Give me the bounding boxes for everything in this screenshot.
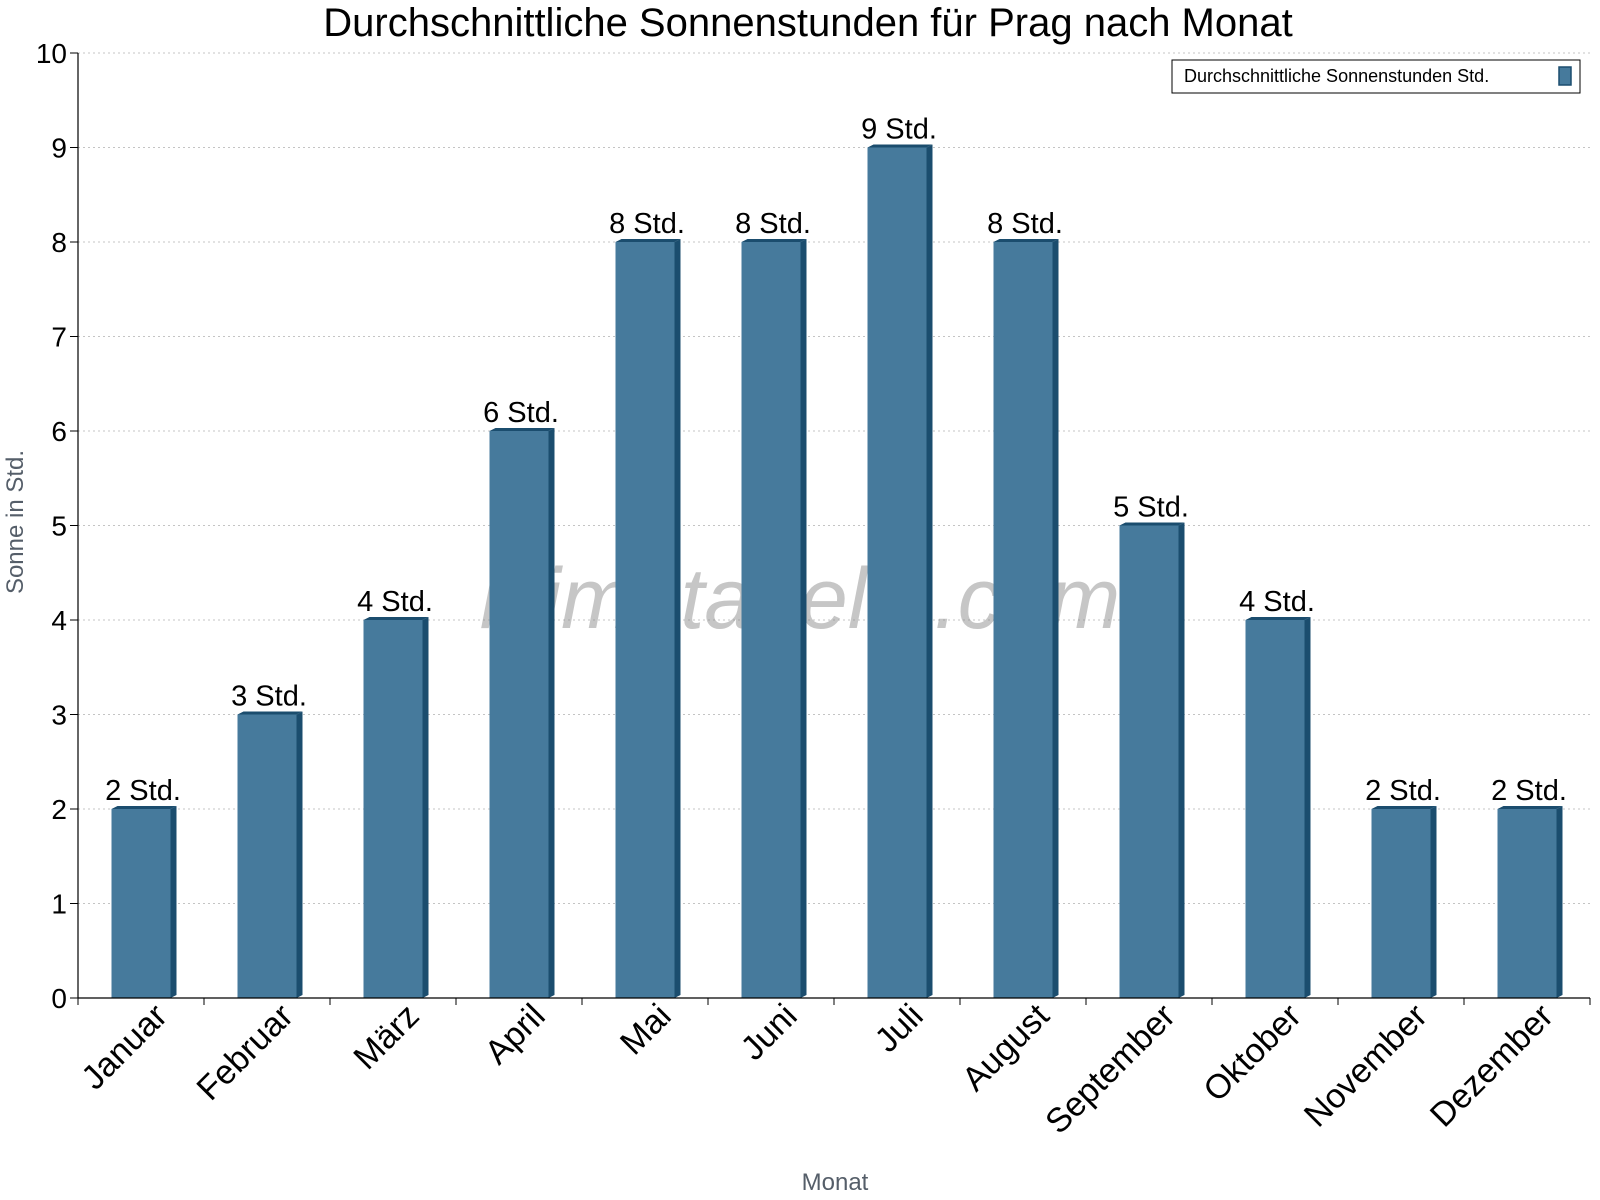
bar-value-label: 8 Std.: [735, 208, 811, 240]
bar-value-label: 4 Std.: [357, 586, 433, 618]
x-tick-label: September: [1038, 997, 1182, 1141]
bar-value-label: 2 Std.: [1365, 775, 1441, 807]
bar-side: [170, 806, 177, 998]
legend-swatch: [1558, 66, 1572, 86]
y-tick-label: 5: [51, 511, 67, 542]
y-tick-label: 4: [51, 605, 67, 636]
bar: [1119, 522, 1185, 998]
bar-side: [800, 239, 807, 998]
bar-top: [993, 239, 1059, 242]
bar-top: [489, 428, 555, 431]
bar-side: [1430, 806, 1437, 998]
bar: [615, 239, 681, 998]
bar-value-label: 8 Std.: [987, 208, 1063, 240]
bar: [993, 239, 1059, 998]
y-tick-label: 0: [51, 983, 67, 1014]
bar-top: [741, 239, 807, 242]
y-tick-labels: 0 1 2 3 4 5 6 7 8 9 10: [36, 38, 67, 1014]
y-axis-label: Sonne in Std.: [2, 450, 29, 594]
y-tick-label: 3: [51, 700, 67, 731]
y-tick-label: 10: [36, 38, 67, 69]
x-tick-label: Mai: [613, 997, 679, 1063]
x-tick-label: März: [346, 997, 426, 1077]
bar-front: [615, 242, 675, 998]
chart-title: Durchschnittliche Sonnenstunden für Prag…: [323, 1, 1292, 45]
data-labels: 2 Std. 3 Std. 4 Std. 6 Std. 8 Std. 8 Std. 9 St…: [105, 114, 1567, 808]
y-tick-label: 8: [51, 227, 67, 258]
bar-front: [867, 147, 927, 998]
axes: [70, 52, 1591, 1005]
bar: [111, 806, 177, 998]
bar-side: [296, 711, 303, 998]
bar-value-label: 8 Std.: [609, 208, 685, 240]
y-tick-label: 2: [51, 794, 67, 825]
legend-box: [1171, 59, 1581, 94]
y-tick-label: 7: [51, 322, 67, 353]
bar-side: [1178, 522, 1185, 998]
bar-top: [1497, 806, 1563, 809]
bar-value-label: 2 Std.: [1491, 775, 1567, 807]
bar: [1371, 806, 1437, 998]
bars: [111, 144, 1563, 998]
x-tick-label: Januar: [74, 997, 174, 1097]
x-tick-label: Oktober: [1196, 997, 1308, 1109]
x-tick-label: Dezember: [1423, 997, 1561, 1135]
bar-value-label: 3 Std.: [231, 681, 307, 713]
bar-front: [1371, 809, 1431, 998]
bar-side: [1052, 239, 1059, 998]
x-tick-label: November: [1297, 997, 1435, 1135]
bar-front: [363, 620, 423, 998]
y-tick-label: 6: [51, 416, 67, 447]
bar-top: [1119, 522, 1185, 526]
bar: [741, 239, 807, 998]
bar-front: [741, 242, 801, 998]
bar-side: [548, 428, 555, 998]
bar: [1245, 617, 1311, 998]
x-axis-label: Monat: [802, 1169, 869, 1196]
bar-top: [237, 711, 303, 715]
x-tick-label: August: [955, 996, 1057, 1098]
bar-value-label: 2 Std.: [105, 775, 181, 807]
x-tick-label: Februar: [190, 997, 301, 1108]
bar-top: [1245, 617, 1311, 620]
bar-value-label: 5 Std.: [1113, 492, 1189, 524]
bar-front: [237, 714, 297, 998]
bar-value-label: 4 Std.: [1239, 586, 1315, 618]
bar-side: [1304, 617, 1311, 998]
legend-label: Durchschnittliche Sonnenstunden Std.: [1184, 66, 1489, 86]
bar-top: [867, 144, 933, 148]
bar-front: [1119, 525, 1179, 998]
bar-top: [615, 239, 681, 242]
y-tick-label: 9: [51, 133, 67, 164]
bar-top: [111, 806, 177, 809]
bar-front: [993, 242, 1053, 998]
bar-side: [674, 239, 681, 998]
bar-front: [489, 431, 549, 998]
bar-front: [1245, 620, 1305, 998]
x-tick-label: Juli: [868, 997, 931, 1060]
x-tick-label: Juni: [734, 997, 805, 1068]
bar-top: [1371, 806, 1437, 809]
legend: Durchschnittliche Sonnenstunden Std.: [1171, 59, 1581, 94]
y-tick-label: 1: [51, 889, 67, 920]
x-tick-label: April: [478, 997, 553, 1072]
bar-value-label: 6 Std.: [483, 397, 559, 429]
bar-side: [926, 144, 933, 998]
bar: [489, 428, 555, 998]
bar-side: [1556, 806, 1563, 998]
bar-front: [111, 809, 171, 998]
bar: [1497, 806, 1563, 998]
bar: [237, 711, 303, 998]
bar-side: [422, 617, 429, 998]
bar-front: [1497, 809, 1557, 998]
gridlines: [78, 52, 1590, 904]
bar-value-label: 9 Std.: [861, 114, 937, 146]
bar: [867, 144, 933, 998]
bar-top: [363, 617, 429, 620]
x-tick-labels: Januar Februar März April Mai Juni Juli AugustS…: [74, 996, 1560, 1141]
bar: [363, 617, 429, 998]
